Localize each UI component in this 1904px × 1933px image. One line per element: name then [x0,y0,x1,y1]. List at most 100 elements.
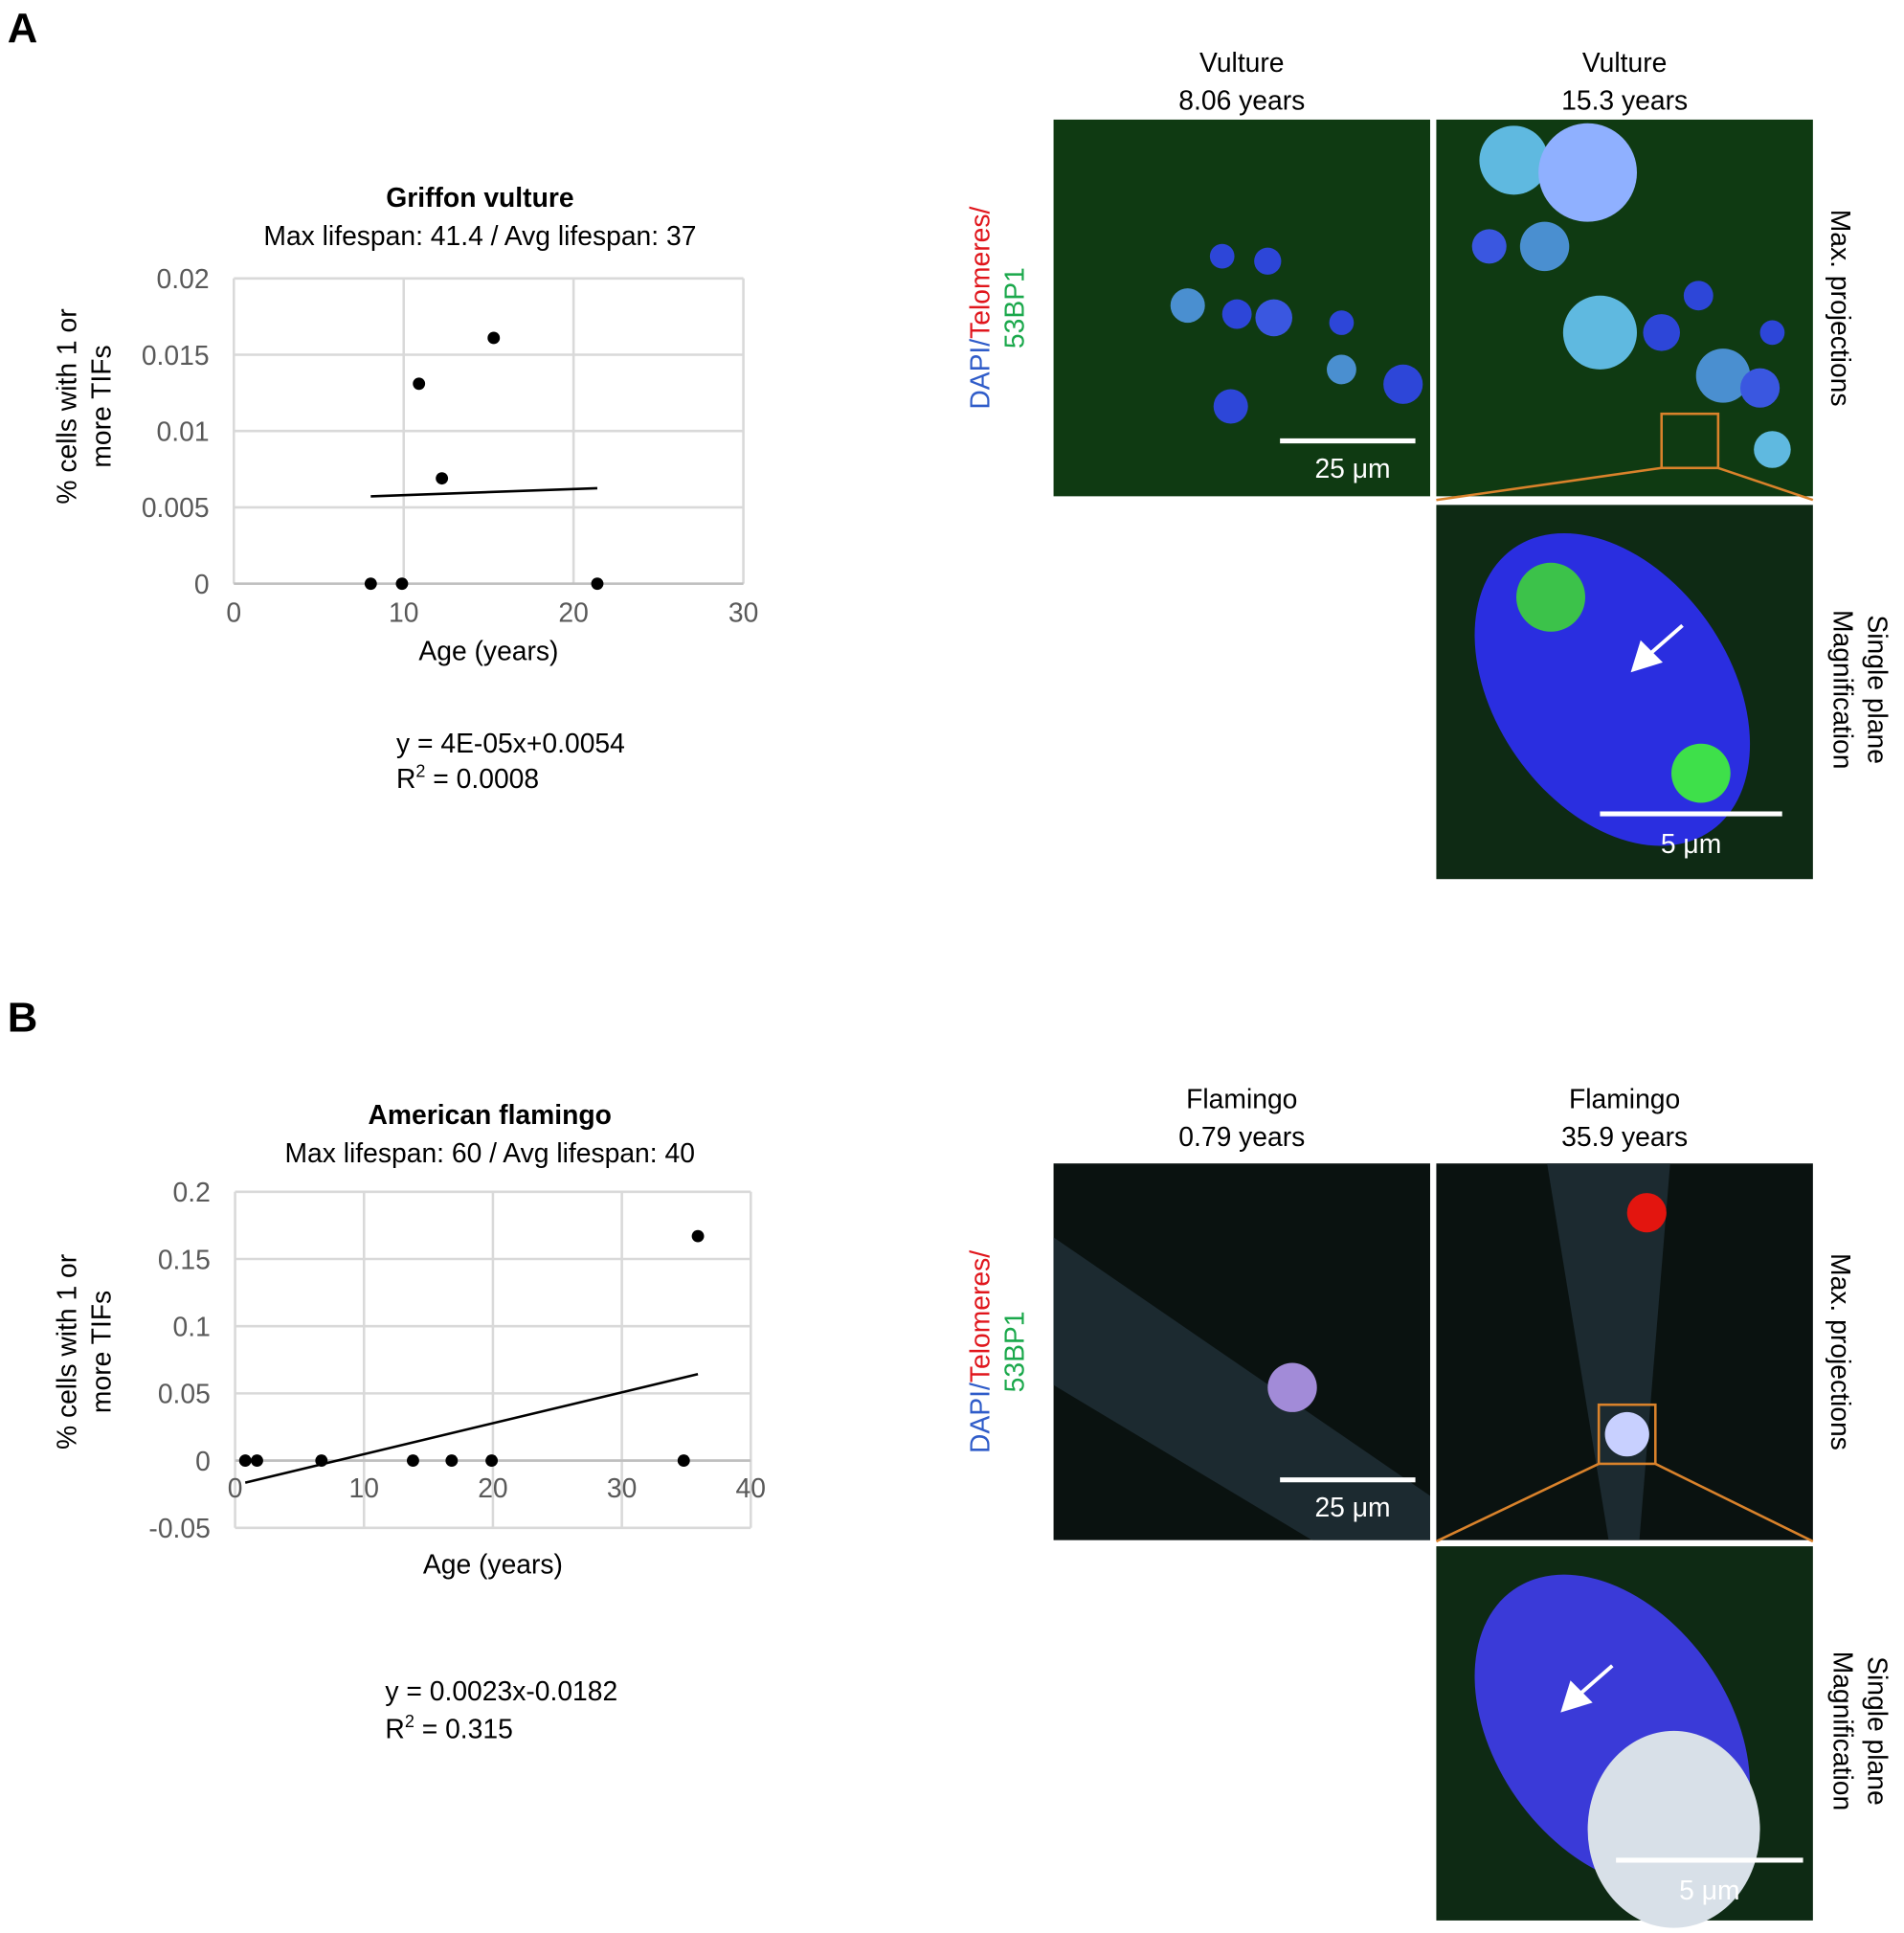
side-label: Max. projections [1826,1253,1856,1450]
y-axis-label: more TIFs [86,345,117,467]
channel-dapi: DAPI/ [965,339,996,410]
nucleus [1267,1362,1317,1412]
panel-label: A [8,5,38,52]
nucleus [1538,123,1637,222]
data-point [691,1229,705,1243]
zoom-line [1436,466,1662,502]
nucleus [1519,221,1570,272]
data-point [591,577,604,591]
nucleus [1255,299,1292,337]
chart-title: American flamingo [368,1099,611,1130]
image-caption: 15.3 years [1561,85,1688,116]
nucleus [1471,229,1507,264]
nucleus [1213,389,1248,424]
x-tick-label: 30 [728,597,758,628]
data-point [413,377,426,391]
foci [1671,743,1731,803]
x-tick-label: 10 [349,1472,379,1503]
nucleus [1759,320,1785,346]
data-point [364,577,377,591]
y-tick-label: 0 [195,1446,211,1476]
arrow-head [1560,1680,1593,1713]
trendline-equation: y = 0.0023x-0.0182 [385,1675,617,1706]
nucleus [1170,288,1205,324]
data-point [238,1454,252,1468]
data-point [445,1454,459,1468]
image-caption: Vulture [1582,47,1668,78]
r-squared-value: = 0.315 [414,1714,513,1744]
nucleus [1643,314,1680,351]
scale-bar-label: 25 μm [1314,453,1390,483]
r-squared-exponent: 2 [405,1712,414,1731]
side-label: Magnification [1828,1652,1859,1811]
chart-title: Griffon vulture [386,182,573,213]
side-label: Single plane [1863,1656,1893,1806]
trendline [370,486,598,498]
x-tick-label: 10 [389,597,418,628]
x-tick-label: 40 [736,1472,766,1503]
nucleus [1695,348,1751,403]
x-tick-label: 0 [228,1472,243,1503]
r-squared-symbol: R [396,763,415,794]
data-point [485,1454,499,1468]
nucleus [1604,1411,1649,1457]
x-tick-label: 20 [478,1472,507,1503]
data-point [436,472,449,485]
y-tick-label: 0 [194,569,210,599]
side-label: Single plane [1863,615,1893,764]
scale-bar-label: 5 μm [1679,1875,1739,1905]
x-axis-label: Age (years) [418,635,558,665]
arrow-head [1630,640,1663,673]
channel-label: 53BP1 [999,267,1030,348]
foci [1516,562,1585,632]
y-tick-label: 0.2 [173,1177,211,1207]
trendline-equation: y = 4E-05x+0.0054 [396,728,625,758]
trendline [244,1372,699,1484]
x-tick-label: 20 [558,597,588,628]
chart: Griffon vulture Max lifespan: 41.4 / Avg … [52,182,759,794]
channel-dapi: DAPI/ [965,1382,996,1453]
zoom-box [1597,1403,1657,1466]
y-tick-label: 0.05 [158,1379,211,1409]
channel-telomeres: Telomeres/ [965,206,996,338]
y-axis-label: more TIFs [86,1291,117,1413]
r-squared-value: = 0.0008 [425,763,539,794]
zoom-box [1660,412,1720,470]
nucleus [1383,364,1423,404]
channel-telomeres: Telomeres/ [965,1250,996,1382]
nucleus [1221,299,1252,329]
chart: American flamingo Max lifespan: 60 / Avg … [52,1099,766,1744]
nucleus [1683,281,1714,311]
y-axis-label: % cells with 1 or [52,1254,82,1450]
image-caption: 35.9 years [1561,1121,1688,1152]
cell-region [1053,1237,1430,1540]
r-squared-exponent: 2 [415,762,425,781]
nucleus [1479,125,1549,195]
x-tick-label: 0 [226,597,241,628]
scale-bar-label: 5 μm [1661,828,1721,859]
image-caption: Flamingo [1186,1083,1297,1113]
chart-subtitle: Max lifespan: 41.4 / Avg lifespan: 37 [263,220,696,251]
y-tick-label: 0.005 [142,492,210,523]
data-point [677,1454,690,1468]
r-squared: R2 = 0.0008 [396,762,539,795]
channel-label: DAPI/Telomeres/ [965,1250,996,1453]
y-tick-label: -0.05 [148,1513,210,1543]
data-point [395,577,409,591]
panel-label: B [8,995,38,1042]
zoom-line [1435,1462,1600,1543]
channel-label: DAPI/Telomeres/ [965,206,996,409]
nucleus [1754,431,1791,468]
y-tick-label: 0.01 [157,416,210,447]
image-caption: 0.79 years [1178,1121,1305,1152]
r-squared: R2 = 0.315 [385,1712,512,1744]
nucleus [1329,310,1355,335]
data-point [251,1454,263,1468]
nucleus [1209,243,1235,269]
channel-label: 53BP1 [999,1311,1030,1392]
y-axis-label: % cells with 1 or [52,308,82,504]
side-label: Magnification [1828,610,1859,770]
